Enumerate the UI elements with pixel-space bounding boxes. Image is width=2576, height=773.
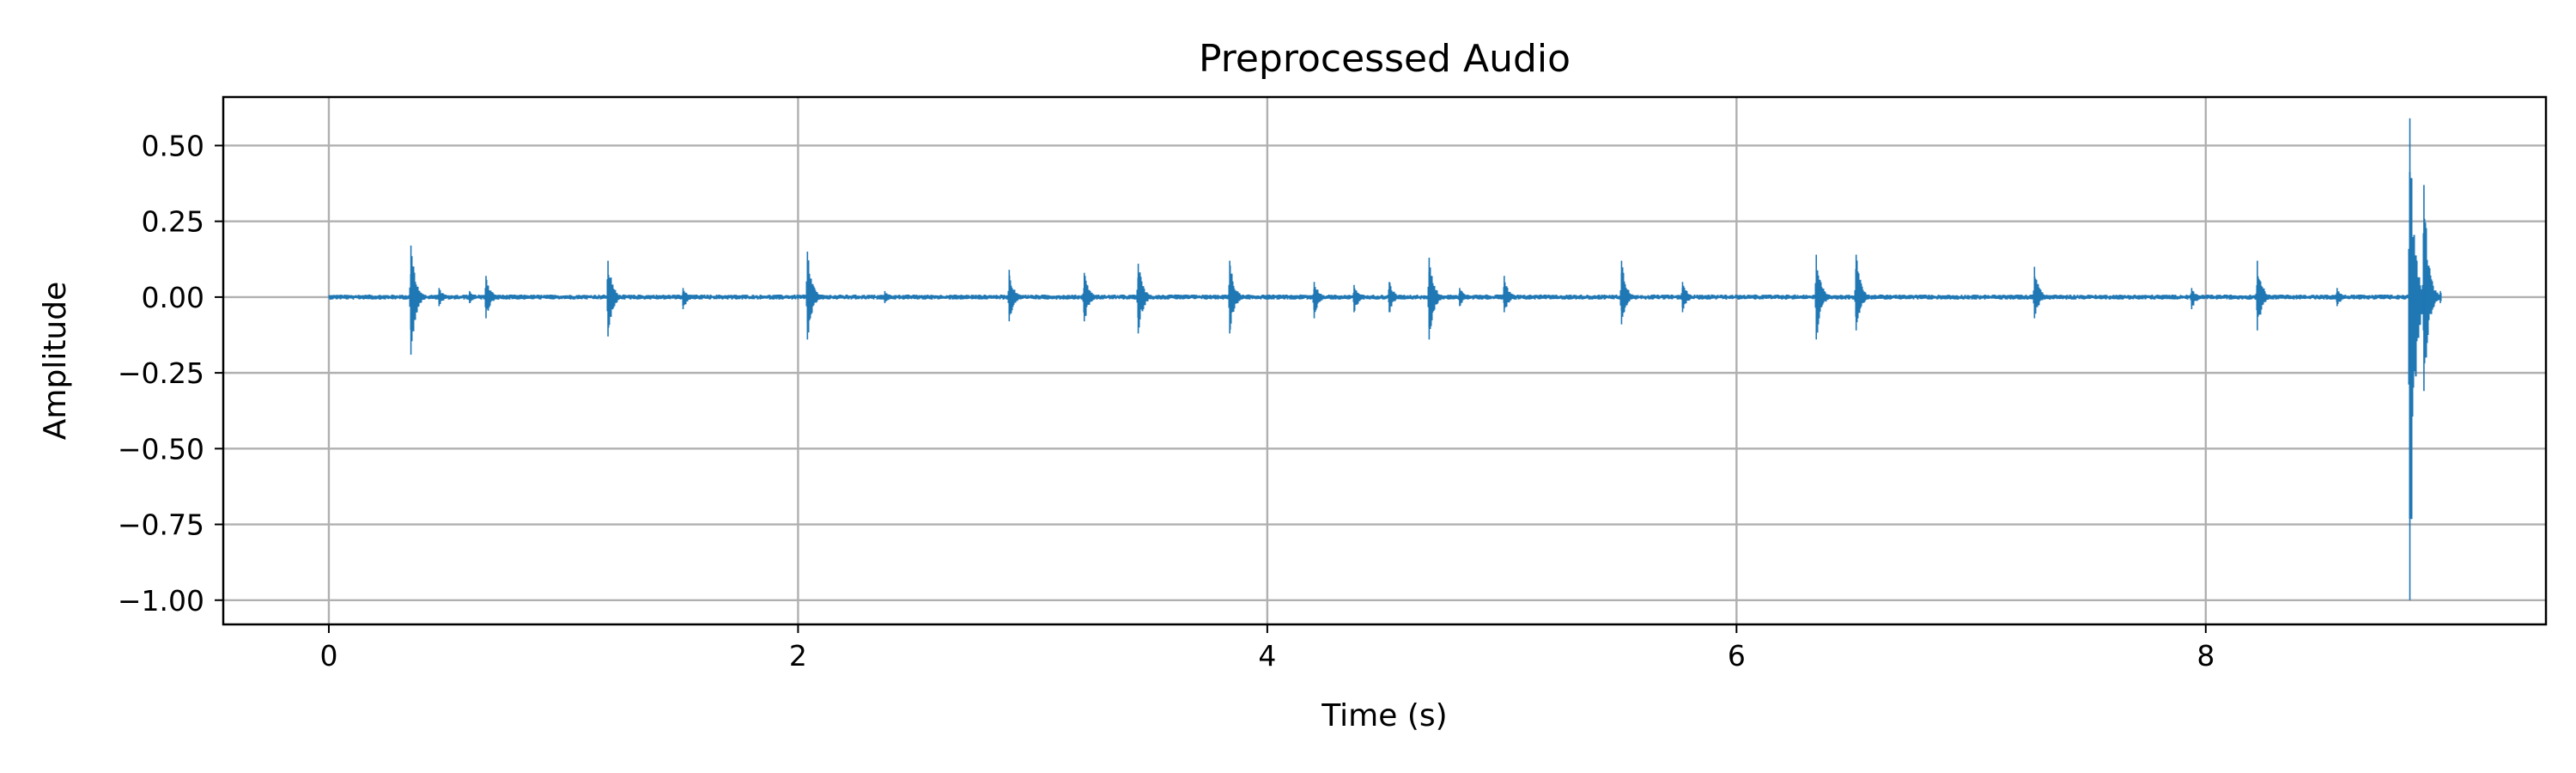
y-tick-label: −0.25: [118, 356, 204, 390]
x-tick-label: 4: [1258, 639, 1276, 673]
chart-title: Preprocessed Audio: [1199, 37, 1571, 81]
plot-area: [328, 118, 2442, 600]
y-tick-label: 0.25: [142, 205, 204, 239]
x-axis-title: Time (s): [1321, 698, 1447, 733]
y-axis-title: Amplitude: [38, 282, 73, 440]
waveform-series-line: [328, 172, 2442, 520]
grid: [223, 97, 2546, 624]
y-tick-label: 0.00: [142, 281, 204, 314]
x-tick-label: 2: [789, 639, 807, 673]
y-tick-label: −0.50: [118, 432, 204, 466]
x-tick-label: 8: [2196, 639, 2215, 673]
x-axis-ticks: 0 2 4 6 8: [319, 624, 2215, 673]
axes-frame: [222, 95, 2548, 626]
x-tick-label: 0: [319, 639, 337, 673]
y-axis-ticks: 0.50 0.25 0.00 −0.25 −0.50 −0.75 −1.00: [118, 129, 223, 618]
x-tick-label: 6: [1728, 639, 1746, 673]
y-tick-label: −1.00: [118, 584, 204, 618]
y-tick-label: 0.50: [142, 129, 204, 162]
y-tick-label: −0.75: [118, 508, 204, 542]
